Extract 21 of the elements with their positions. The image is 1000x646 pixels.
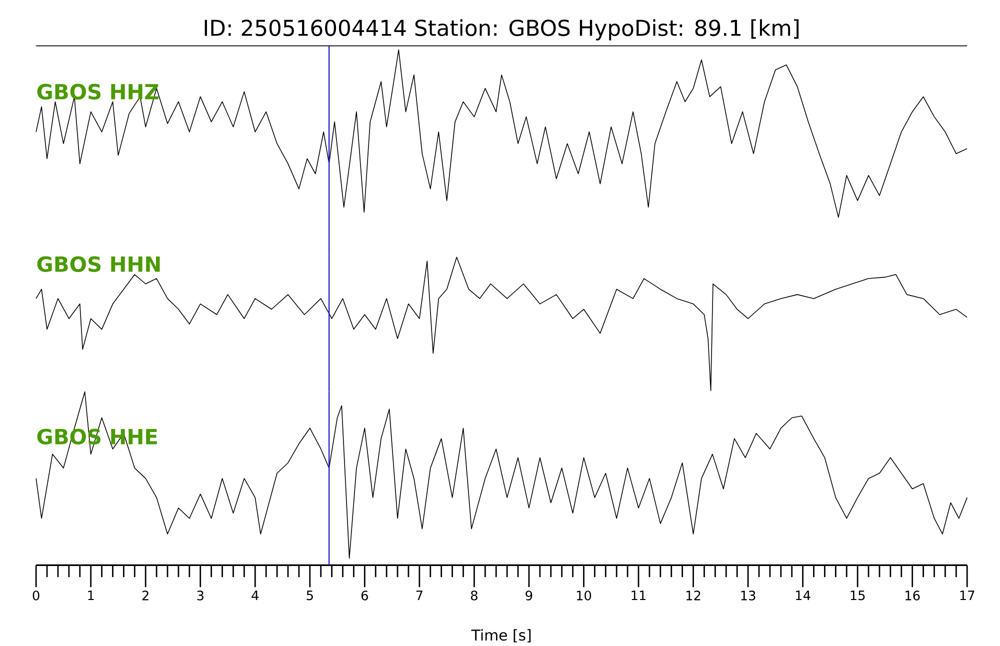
x-tick-label: 9 [526,590,532,601]
x-tick-label: 12 [686,590,700,600]
x-tick-label: 5 [306,590,313,600]
x-tick-label: 2 [142,590,148,600]
x-tick-label: 7 [416,590,422,600]
x-tick-label: 10 [576,590,592,601]
x-tick-label: 11 [632,590,646,600]
x-tick-label: 1 [88,590,94,600]
x-axis-title: Time [s] [471,629,531,643]
x-tick-label: 4 [252,590,259,600]
x-tick-label: 8 [470,590,478,601]
series-label: GBOS HHN [37,256,160,272]
x-tick-label: 6 [361,590,368,601]
chart-title: ID: 250516004414 Station: GBOS HypoDist: 89.1 [km] [204,19,799,40]
x-tick-label: 17 [960,590,974,600]
x-tick-label: 14 [796,590,810,600]
x-tick-label: 3 [197,590,204,601]
x-tick-label: 15 [850,590,865,600]
x-tick-label: 0 [32,590,40,601]
x-tick-label: 13 [741,590,756,601]
x-tick-label: 16 [906,590,920,601]
